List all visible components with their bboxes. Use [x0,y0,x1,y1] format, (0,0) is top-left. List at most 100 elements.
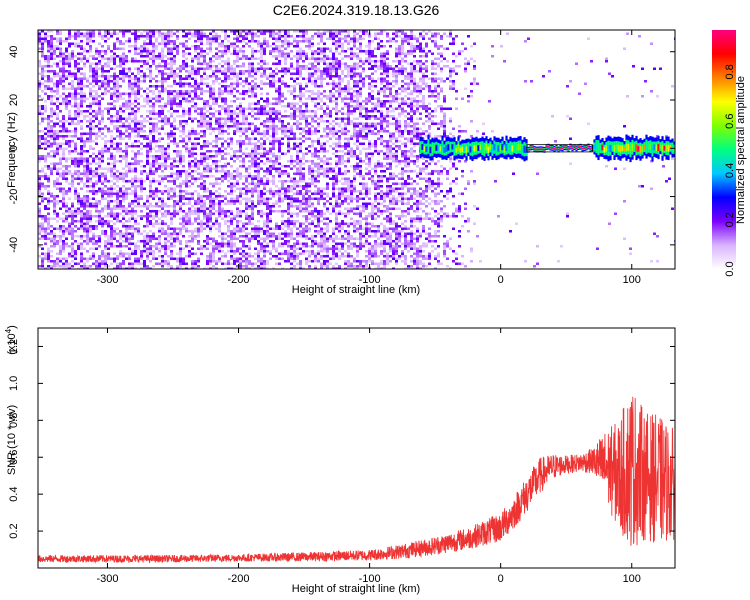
spectrogram-cell [269,75,272,78]
spectrogram-cell [161,215,164,218]
spectrogram-cell [197,217,200,220]
spectrogram-cell [179,265,182,268]
spectrogram-cell [212,247,215,250]
spectrogram-cell [38,62,41,65]
spectrogram-cell [185,57,188,60]
spectrogram-cell [116,40,119,43]
spectrogram-cell [134,32,137,35]
spectrogram-cell [248,90,251,93]
spectrogram-cell [110,240,113,243]
spectrogram-cell [248,207,251,210]
spectrogram-cell [284,220,287,223]
spectrogram-cell [251,40,254,43]
spectrogram-cell [104,215,107,218]
spectrogram-cell [254,267,257,269]
spectrogram-cell [161,32,164,35]
spectrogram-cell [68,112,71,115]
spectrogram-cell [191,67,194,70]
spectrogram-cell [206,167,209,170]
spectrogram-cell [41,52,44,55]
spectrogram-cell [239,107,242,110]
spectrogram-cell [167,35,170,38]
spectrogram-cell [257,192,260,195]
spectrogram-cell [134,245,137,248]
spectrogram-cell [248,70,251,73]
spectrogram-cell [278,100,281,103]
spectrogram-cell [206,145,209,148]
spectrogram-cell [203,55,206,58]
spectrogram-cell [179,247,182,250]
spectrogram-cell [83,117,86,120]
spectrogram-cell [218,87,221,90]
spectrogram-cell [188,70,191,73]
spectrogram-cell [251,265,254,268]
spectrogram-cell [203,267,206,269]
spectrogram-cell [89,202,92,205]
spectrogram-cell [68,255,71,258]
spectrogram-cell [116,192,119,195]
spectrogram-cell [104,75,107,78]
spectrogram-cell [107,85,110,88]
spectrogram-cell [281,115,284,118]
spectrogram-cell [197,212,200,215]
spectrogram-cell [185,90,188,93]
spectrogram-cell [53,240,56,243]
spectrogram-cell [98,212,101,215]
spectrogram-cell [296,235,299,238]
spectrogram-cell [155,117,158,120]
spectrogram-cell [251,70,254,73]
spectrogram-cell [47,125,50,128]
spectrogram-cell [152,217,155,220]
spectrogram-cell [299,112,302,115]
spectrogram-cell [89,227,92,230]
spectrogram-cell [260,80,263,83]
spectrogram-cell [224,177,227,180]
spectrogram-cell [155,97,158,100]
spectrogram-cell [83,222,86,225]
spectrogram-cell [44,220,47,223]
spectrogram-cell [86,157,89,160]
spectrogram-cell [80,90,83,93]
spectrogram-cell [188,165,191,168]
spectrogram-cell [179,115,182,118]
spectrogram-cell [233,160,236,163]
spectrogram-cell [65,267,68,269]
spectrogram-cell [95,125,98,128]
spectrogram-cell [233,215,236,218]
spectrogram-cell [59,32,62,35]
spectrogram-cell [56,145,59,148]
spectrogram-cell [278,232,281,235]
spectrogram-cell [275,100,278,103]
spectrogram-cell [80,247,83,250]
spectrogram-cell [269,240,272,243]
spectrogram-cell [149,245,152,248]
spectrogram-cell [275,55,278,58]
spectrogram-cell [122,62,125,65]
spectrogram-cell [275,32,278,35]
spectrogram-cell [152,60,155,63]
spectrogram-cell [215,55,218,58]
spectrogram-cell [80,150,83,153]
spectrogram-cell [188,47,191,50]
spectrogram-cell [86,257,89,260]
spectrogram-cell [131,215,134,218]
spectrogram-cell [170,140,173,143]
spectrogram-cell [152,235,155,238]
spectrogram-cell [95,100,98,103]
spectrogram-cell [155,80,158,83]
spectrogram-cell [77,182,80,185]
spectrogram-cell [266,110,269,113]
spectrogram-cell [212,82,215,85]
spectrogram-cell [305,65,308,68]
spectrogram-cell [89,172,92,175]
spectrogram-cell [266,82,269,85]
spectrogram-cell [227,132,230,135]
spectrogram-cell [248,187,251,190]
spectrogram-cell [254,160,257,163]
spectrogram-cell [104,265,107,268]
spectrogram-cell [218,137,221,140]
spectrogram-cell [98,102,101,105]
spectrogram-cell [263,265,266,268]
spectrogram-cell [86,260,89,263]
spectrogram-cell [89,265,92,268]
